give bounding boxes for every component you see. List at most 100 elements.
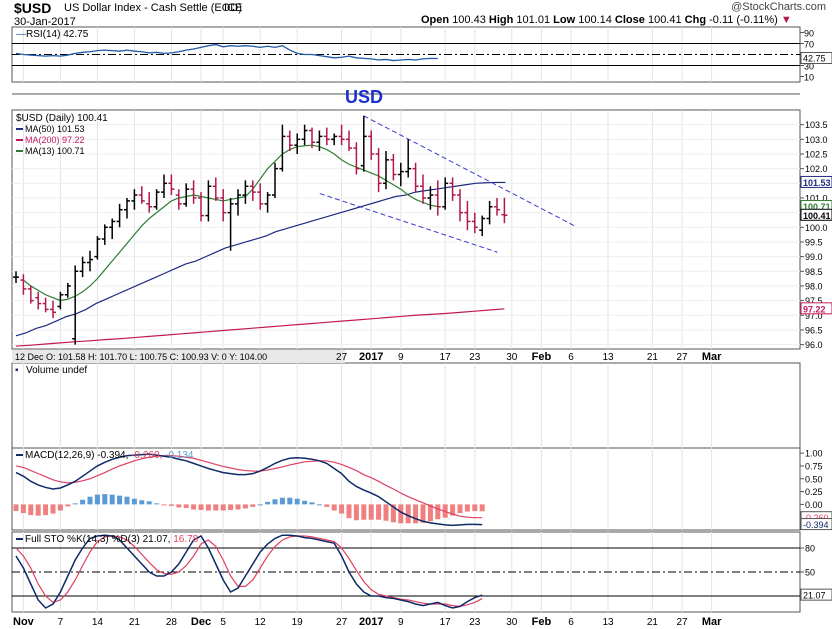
macd-hist-bar xyxy=(191,504,197,510)
macd-legend-label: MACD(12,26,9) -0.394, -0.260, -0.134 xyxy=(25,450,194,461)
ohlc-bar xyxy=(249,180,256,201)
macd-hist-bar xyxy=(213,504,219,511)
down-arrow-icon: ▼ xyxy=(780,14,792,26)
rsi-tick-label: 30 xyxy=(804,62,814,72)
ohlc-bar xyxy=(42,297,49,313)
info-bar-bg xyxy=(12,350,345,363)
price-x-tick-label: 27 xyxy=(336,352,348,363)
open-label: Open xyxy=(421,14,450,26)
bottom-x-tick-label: 13 xyxy=(602,617,614,628)
ohlc-bar xyxy=(183,183,190,207)
ohlc-bar xyxy=(494,197,500,216)
bottom-x-tick-label: 21 xyxy=(129,617,141,628)
bottom-x-tick-label: 7 xyxy=(58,617,64,628)
bottom-x-tick-label: 14 xyxy=(92,617,104,628)
open-value: 100.43 xyxy=(452,14,486,26)
close-value: 100.41 xyxy=(647,14,682,26)
macd-hist-bar xyxy=(183,504,189,508)
bottom-x-tick-label: 19 xyxy=(292,617,304,628)
price-x-tick-label: 6 xyxy=(568,352,574,363)
ohlc-bar xyxy=(27,285,34,304)
ohlc-bar xyxy=(146,192,153,213)
sto-d-line xyxy=(15,535,483,608)
price-panel-frame xyxy=(11,109,801,350)
macd-legend-value: -0.394, xyxy=(97,450,131,461)
ohlc-bar xyxy=(309,127,315,149)
price-value-box xyxy=(800,302,832,315)
macd-hist-bar xyxy=(57,504,63,511)
price-x-tick-label: 30 xyxy=(506,352,518,363)
ohlc-bar xyxy=(457,189,463,222)
sto-tick-label: 50 xyxy=(805,568,815,578)
ohlc-bar xyxy=(338,124,345,146)
macd-hist-bar xyxy=(154,503,160,505)
ohlc-bar xyxy=(109,218,116,240)
price-chart-title: USD xyxy=(345,87,383,107)
macd-hist-bar xyxy=(294,498,300,505)
ohlc-bar xyxy=(486,200,493,225)
rsi-line xyxy=(15,43,438,62)
ohlc-bar xyxy=(50,300,56,319)
ohlc-bar xyxy=(272,162,278,198)
macd-value-label: -0.394 xyxy=(803,520,829,530)
macd-hist-bar xyxy=(205,504,211,511)
ohlc-bar xyxy=(279,124,286,172)
macd-value-box xyxy=(800,518,832,531)
rsi-legend-swatch: — xyxy=(16,29,26,40)
bottom-x-tick-label: Mar xyxy=(702,616,722,628)
price-x-tick-label: 2017 xyxy=(359,351,383,363)
ohlc-bar xyxy=(205,180,212,222)
ohlc-bar xyxy=(220,189,227,222)
macd-hist-bar xyxy=(28,504,34,516)
price-tick-label: 99.0 xyxy=(805,252,823,262)
macd-hist-bar xyxy=(80,499,86,505)
ohlc-bar xyxy=(79,256,86,278)
macd-hist-bar xyxy=(376,504,382,520)
ohlc-summary: Open 100.43 High 101.01 Low 100.14 Close… xyxy=(421,14,792,26)
ohlc-bar xyxy=(442,177,449,210)
price-x-tick-label: 9 xyxy=(398,352,404,363)
price-tick-label: 96.0 xyxy=(805,340,823,350)
macd-hist-bar xyxy=(13,504,19,512)
ohlc-bar xyxy=(412,162,419,193)
macd-hist-bar xyxy=(72,503,78,505)
macd-hist-bar xyxy=(176,504,182,508)
sto-value-label: 21.07 xyxy=(803,591,826,601)
macd-hist-bar xyxy=(346,504,352,519)
ohlc-bar xyxy=(346,130,352,152)
volume-legend-label: Volume undef xyxy=(26,365,87,376)
macd-signal-line xyxy=(15,455,483,519)
ohlc-bar xyxy=(242,180,249,204)
ohlc-bar xyxy=(390,153,397,181)
price-x-tick-label: 21 xyxy=(647,352,659,363)
macd-hist-bar xyxy=(316,504,322,506)
rsi-tick-label: 70 xyxy=(804,40,814,50)
macd-line xyxy=(15,453,483,527)
macd-hist-bar xyxy=(309,502,315,505)
price-x-tick-label: Mar xyxy=(702,351,722,363)
chg-label: Chg xyxy=(684,14,707,26)
ohlc-bar xyxy=(368,130,375,160)
macd-hist-bar xyxy=(450,504,456,516)
ohlc-bar xyxy=(397,162,404,187)
macd-hist-bar xyxy=(353,504,359,521)
macd-hist-bar xyxy=(464,504,470,512)
macd-hist-bar xyxy=(435,504,441,520)
ohlc-bar xyxy=(116,203,123,228)
price-value-box xyxy=(800,175,832,188)
macd-hist-bar xyxy=(479,504,485,512)
macd-hist-bar xyxy=(324,504,330,507)
macd-hist-bar xyxy=(272,499,278,505)
ohlc-bar xyxy=(353,142,360,175)
bottom-x-tick-label: 30 xyxy=(506,617,518,628)
macd-hist-bar xyxy=(20,504,26,514)
price-tick-label: 99.5 xyxy=(805,237,823,247)
macd-tick-label: 0.25 xyxy=(805,487,823,497)
sto-legend-label: Full STO %K(14,3) %D(3) 21.07, 16.78 xyxy=(25,534,199,545)
macd-hist-bar xyxy=(94,494,100,505)
rsi-tick-label: 90 xyxy=(804,29,814,39)
ohlc-bar xyxy=(323,127,330,146)
macd-hist-bar xyxy=(87,496,93,505)
ohlc-bar xyxy=(124,197,130,219)
macd-tick-label: 0.75 xyxy=(805,461,823,471)
